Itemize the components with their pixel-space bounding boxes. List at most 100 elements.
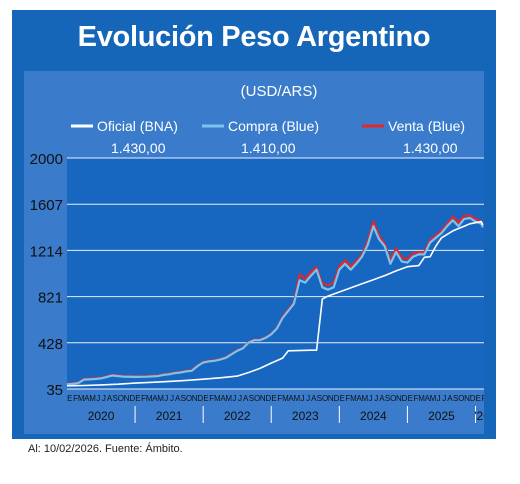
x-year-label: 2022 [224, 409, 251, 423]
x-month-label: M [362, 394, 369, 403]
x-month-label: F [277, 394, 282, 403]
x-month-label: N [124, 394, 130, 403]
x-month-label: N [192, 394, 198, 403]
x-month-label: A [379, 394, 385, 403]
title-bar: Evolución Peso Argentino [24, 10, 484, 65]
x-year-label: 2020 [88, 409, 115, 423]
x-month-label: A [357, 394, 363, 403]
legend-value-venta: 1.430,00 [403, 140, 458, 156]
x-month-label: D [470, 394, 476, 403]
x-month-label: O [118, 394, 124, 403]
x-month-label: F [345, 394, 350, 403]
x-month-label: A [84, 394, 90, 403]
x-month-label: S [385, 394, 390, 403]
x-month-label: E [67, 394, 72, 403]
x-month-label: J [102, 394, 106, 403]
x-month-label: A [220, 394, 226, 403]
x-month-label: S [317, 394, 322, 403]
x-month-label: M [146, 394, 153, 403]
x-month-label: A [311, 394, 317, 403]
x-month-label: M [282, 394, 289, 403]
legend-label-venta: Venta (Blue) [388, 118, 465, 134]
chart-subtitle: (USD/ARS) [241, 83, 318, 100]
x-month-label: O [390, 394, 396, 403]
x-year-label: '26 [474, 409, 484, 423]
x-month-label: S [249, 394, 254, 403]
x-month-label: A [425, 394, 431, 403]
x-month-label: M [157, 394, 164, 403]
x-month-label: M [214, 394, 221, 403]
x-year-label: 2021 [156, 409, 183, 423]
plot-background [67, 158, 484, 389]
x-month-label: D [334, 394, 340, 403]
x-month-label: J [437, 394, 441, 403]
y-tick-label: 428 [38, 336, 63, 353]
y-tick-label: 821 [38, 290, 63, 307]
x-month-label: F [413, 394, 418, 403]
x-month-label: M [78, 394, 85, 403]
x-month-label: J [170, 394, 174, 403]
source-note: Al: 10/02/2026. Fuente: Ámbito. [28, 443, 183, 455]
x-month-label: O [322, 394, 328, 403]
x-month-label: F [209, 394, 214, 403]
y-axis: 2000 1607 1214 821 428 35 [30, 151, 63, 399]
x-month-label: J [164, 394, 168, 403]
x-month-label: O [186, 394, 192, 403]
x-month-label: A [107, 394, 113, 403]
x-month-label: J [238, 394, 242, 403]
legend: Oficial (BNA) 1.430,00 Compra (Blue) 1.410,… [71, 118, 465, 156]
x-month-label: S [181, 394, 186, 403]
x-month-label: A [152, 394, 158, 403]
x-month-label: J [232, 394, 236, 403]
x-month-label: S [453, 394, 458, 403]
legend-value-compra: 1.410,00 [241, 140, 296, 156]
x-month-label: A [243, 394, 249, 403]
plot-area [66, 157, 484, 390]
x-month-label: J [96, 394, 100, 403]
x-month-label: N [396, 394, 402, 403]
x-month-label: A [288, 394, 294, 403]
x-month-label: F [482, 394, 484, 403]
x-year-label: 2023 [292, 409, 319, 423]
legend-label-compra: Compra (Blue) [228, 118, 319, 134]
x-month-label: M [293, 394, 300, 403]
x-month-label: M [430, 394, 437, 403]
x-month-label: A [175, 394, 181, 403]
x-month-label: F [141, 394, 146, 403]
x-month-label: J [369, 394, 373, 403]
y-tick-label: 1214 [30, 243, 63, 260]
x-month-label: E [476, 394, 481, 403]
legend-value-oficial: 1.430,00 [111, 140, 166, 156]
series-line-oficial [66, 220, 484, 387]
y-tick-label: 35 [46, 382, 63, 399]
x-month-label: D [129, 394, 135, 403]
x-month-label: J [306, 394, 310, 403]
x-month-label: J [442, 394, 446, 403]
x-month-label: M [350, 394, 357, 403]
x-month-label: N [328, 394, 334, 403]
x-month-label: E [408, 394, 413, 403]
x-month-label: M [225, 394, 232, 403]
x-month-label: A [447, 394, 453, 403]
x-month-label: O [458, 394, 464, 403]
x-month-label: E [135, 394, 140, 403]
chart-title: Evolución Peso Argentino [77, 21, 431, 53]
line-chart: (USD/ARS) Oficial (BNA) 1.430,00 Compra (B… [30, 83, 484, 423]
x-month-label: E [203, 394, 208, 403]
x-month-label: M [418, 394, 425, 403]
x-month-label: J [300, 394, 304, 403]
x-month-label: J [374, 394, 378, 403]
x-month-label: D [402, 394, 408, 403]
x-month-label: E [271, 394, 276, 403]
x-month-label: D [266, 394, 272, 403]
y-tick-label: 2000 [30, 151, 63, 168]
x-month-label: F [73, 394, 78, 403]
x-month-label: S [113, 394, 118, 403]
x-month-label: N [260, 394, 266, 403]
x-month-label: M [89, 394, 96, 403]
x-month-label: E [339, 394, 344, 403]
x-year-label: 2025 [428, 409, 455, 423]
legend-label-oficial: Oficial (BNA) [97, 118, 178, 134]
x-year-label: 2024 [360, 409, 387, 423]
